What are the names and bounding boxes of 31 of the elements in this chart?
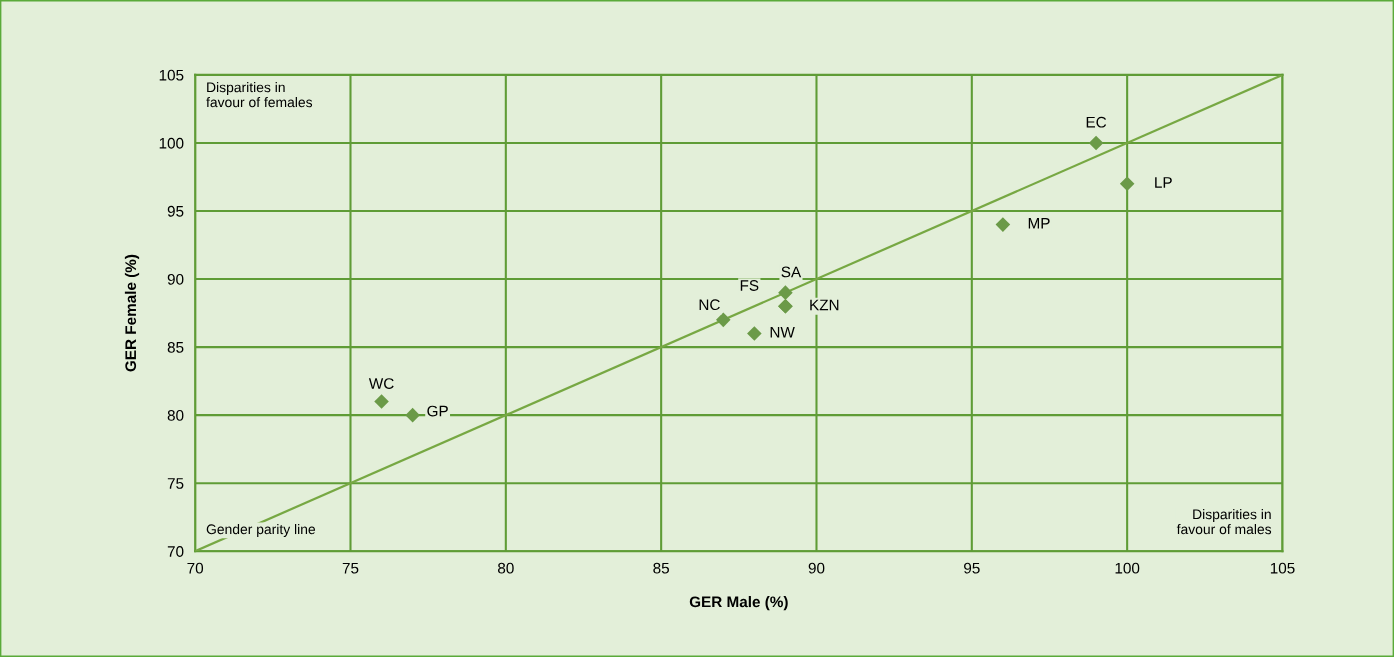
x-tick-label: 80 (497, 562, 514, 574)
x-tick-label: 85 (653, 562, 670, 574)
annotation: MP (1028, 218, 1050, 229)
y-tick-label: 70 (167, 546, 184, 557)
x-axis-title: GER Male (%) (689, 596, 788, 611)
y-tick-label: 95 (167, 205, 184, 217)
annotation: NW (770, 326, 795, 338)
annotation: FS (740, 280, 759, 291)
annotation: Gender parity line (206, 523, 316, 537)
y-tick-label: 85 (167, 341, 184, 353)
annotation: Disparities in favour of males (1176, 509, 1272, 535)
y-axis-title: GER Female (%) (124, 254, 140, 372)
x-tick-label: 105 (1270, 562, 1295, 574)
annotation: WC (368, 378, 394, 389)
annotation: Disparities in favour of females (206, 82, 313, 108)
annotation: GP (427, 405, 448, 417)
x-tick-label: 95 (964, 562, 980, 574)
y-tick-label: 75 (167, 478, 184, 489)
y-tick-label: 90 (167, 273, 184, 285)
y-tick-label: 80 (167, 410, 184, 421)
x-tick-label: 75 (342, 562, 359, 574)
annotation: LP (1155, 177, 1172, 188)
x-tick-label: 90 (808, 562, 825, 574)
annotation: NC (699, 299, 720, 311)
x-tick-label: 100 (1115, 562, 1140, 574)
x-tick-label: 70 (187, 562, 204, 574)
annotation: SA (781, 266, 802, 278)
y-tick-label: 105 (159, 69, 184, 81)
annotation: KZN (810, 299, 839, 311)
annotation: EC (1086, 116, 1107, 128)
y-tick-label: 100 (159, 137, 184, 149)
